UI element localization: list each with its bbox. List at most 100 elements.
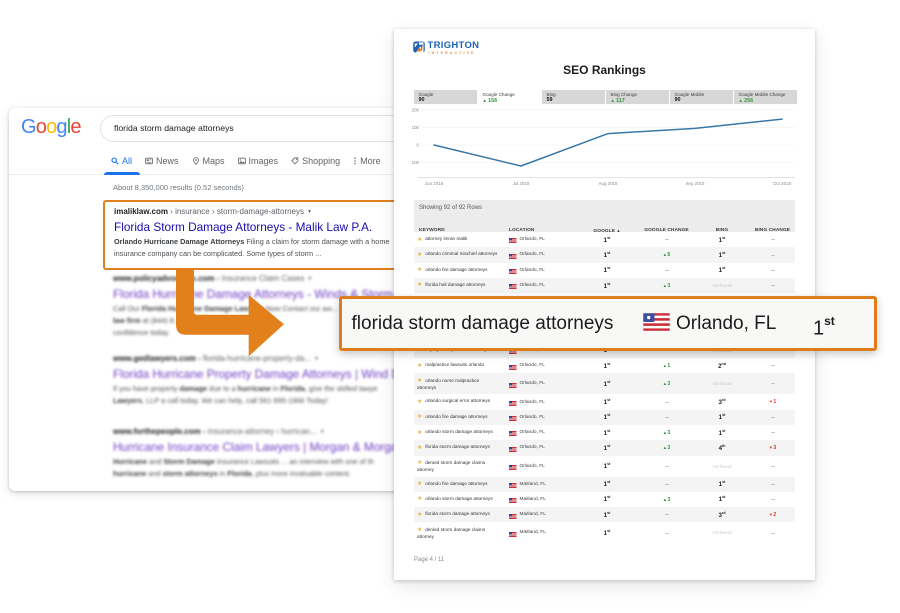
keyword-cell[interactable]: ★ orlando fire damage attorneys [414, 410, 509, 425]
table-body: ★ attorney imran malik Orlando, FL 1st 1st ★ o… [414, 232, 795, 543]
tab-shopping[interactable]: Shopping [291, 156, 340, 166]
us-flag-icon [509, 457, 517, 475]
star-icon[interactable]: ★ [417, 460, 423, 467]
breadcrumb-caret-icon[interactable]: ▼ [307, 208, 312, 215]
keyword-cell[interactable]: ★ florida storm damage attorneys [414, 507, 509, 522]
table-row: ★ denied storm damage claims attorney Mait… [414, 522, 795, 543]
star-icon[interactable]: ★ [417, 429, 423, 436]
star-icon[interactable]: ★ [417, 414, 423, 421]
tab-all[interactable]: All [111, 156, 132, 166]
change-value: ▲3 [662, 380, 671, 387]
keyword-cell[interactable]: ★ florida hail damage attorneys [414, 278, 509, 293]
keyword-cell[interactable]: ★ orlando storm damage attorneys [414, 492, 509, 507]
rank-cell: 1st [575, 507, 639, 522]
star-icon[interactable]: ★ [417, 236, 423, 243]
metric-google-mobile-change[interactable]: Google Mobile Change ▲ 256 [734, 90, 797, 104]
tabs-divider [9, 174, 435, 175]
keyword-cell[interactable]: ★ orlando criminal mischief attorneys [414, 247, 509, 262]
rank-value: 1st [603, 443, 611, 452]
breadcrumb-caret-icon[interactable]: ▼ [319, 428, 325, 435]
rank-value: 1st [603, 495, 611, 504]
snippet-bold-text: hurricane [237, 384, 271, 394]
star-icon[interactable]: ★ [417, 511, 423, 518]
ordinal-suffix: st [722, 495, 726, 500]
keyword-text: orlando fire damage attorneys [425, 266, 488, 272]
tab-more[interactable]: More [353, 156, 381, 166]
rank-callout: florida storm damage attorneys Orlando, … [339, 296, 877, 351]
breadcrumb-caret-icon[interactable]: ▼ [314, 355, 319, 362]
snippet-text: , LLP a call today. We can help, call 56… [142, 396, 328, 406]
tab-maps[interactable]: Maps [192, 156, 225, 166]
column-header-bing[interactable]: BING [715, 228, 729, 233]
result-title-link[interactable]: Hurricane Insurance Claim Lawyers | Morg… [113, 440, 404, 454]
rank-cell: not found [694, 522, 750, 543]
table-row: ★ florida storm damage attorneys Maitland,… [414, 507, 795, 523]
star-icon[interactable]: ★ [417, 378, 423, 385]
metric-google-change[interactable]: Google Change ▲ 156 [478, 90, 541, 104]
google-logo[interactable]: Google [21, 117, 82, 138]
keyword-cell[interactable]: ★ orlando fire damage attorneys [414, 263, 509, 278]
star-icon[interactable]: ★ [417, 267, 423, 274]
column-header-location[interactable]: LOCATION [509, 228, 535, 233]
search-input[interactable]: florida storm damage attorneys [114, 123, 234, 133]
x-tick-label: Oct 2018 [773, 181, 791, 186]
breadcrumb-caret-icon[interactable]: ▼ [307, 275, 313, 282]
no-change-dash [770, 365, 775, 367]
metric-google-mobile[interactable]: Google Mobile 90 [670, 90, 733, 104]
keyword-cell[interactable]: ★ orlando storm damage attorneys [414, 425, 509, 440]
change-arrow-icon: ▲ [662, 251, 667, 257]
ordinal-suffix: st [607, 361, 611, 366]
table-row-count: Showing 92 of 92 Rows [419, 205, 483, 211]
star-icon[interactable]: ★ [417, 282, 423, 289]
no-change-dash [664, 483, 669, 485]
star-icon[interactable]: ★ [417, 527, 423, 534]
rank-cell: not found [694, 373, 750, 394]
tab-images[interactable]: Images [237, 156, 278, 166]
keyword-cell[interactable]: ★ denied storm damage claims attorney [414, 522, 509, 543]
location-cell: Orlando, FL [509, 263, 575, 278]
column-header-google-change[interactable]: GOOGLE CHANGE [644, 228, 689, 233]
ordinal-suffix: st [607, 495, 611, 500]
keyword-cell[interactable]: ★ orlando fire damage attorneys [414, 477, 509, 492]
keyword-cell[interactable]: ★ malpractice lawsuits orlando [414, 358, 509, 373]
search-bar[interactable]: florida storm damage attorneys [100, 115, 440, 142]
column-header-bing-change[interactable]: BING CHANGE [754, 228, 791, 233]
rank-cell [750, 373, 795, 394]
us-flag-icon [509, 246, 517, 264]
metric-bing-change[interactable]: Bing Change ▲ 117 [606, 90, 669, 104]
star-icon[interactable]: ★ [417, 398, 423, 405]
no-change-dash [770, 254, 775, 256]
result-title-link[interactable]: Florida Storm Damage Attorneys - Malik L… [114, 220, 373, 234]
result-snippet-line: Orlando Hurricane Damage Attorneys Filin… [114, 236, 442, 248]
keyword-cell[interactable]: ★ orlando nurse malpractice attorneys [414, 373, 509, 394]
metric-google[interactable]: Google 90 [414, 90, 477, 104]
result-title-link[interactable]: Florida Hurricane Property Damage Attorn… [113, 367, 407, 382]
not-found-label: not found [712, 530, 732, 536]
rank-cell: ▲5 [639, 247, 694, 262]
tab-news[interactable]: News [145, 156, 179, 166]
snippet-bold-text: hurricane [113, 469, 147, 479]
keyword-cell[interactable]: ★ florida storm damage attorneys [414, 440, 509, 455]
us-flag-icon [509, 439, 517, 457]
star-icon[interactable]: ★ [417, 362, 423, 369]
snippet-bold-text: Orlando Hurricane Damage Attorneys [114, 237, 245, 246]
rank-value: 1st [718, 235, 726, 244]
table-row: ★ orlando fire damage attorneys Orlando, F… [414, 409, 795, 425]
column-header-keyword[interactable]: KEYWORD [419, 228, 445, 233]
keyword-cell[interactable]: ★ orlando surgical error attorneys [414, 394, 509, 409]
breadcrumb-path: › Insurance Claim Cases [214, 273, 305, 283]
keyword-cell[interactable]: ★ denied storm damage claims attorney [414, 456, 509, 477]
us-flag-icon [509, 261, 517, 279]
star-icon[interactable]: ★ [417, 444, 423, 451]
us-flag-icon [509, 393, 517, 411]
column-header-google[interactable]: GOOGLE ▲ [593, 228, 621, 234]
star-icon[interactable]: ★ [417, 251, 423, 258]
keyword-cell[interactable]: ★ attorney imran malik [414, 232, 509, 247]
metric-bing[interactable]: Bing 59 [542, 90, 605, 104]
rank-cell: not found [694, 456, 750, 477]
result-snippet-line: confidence today. [113, 327, 414, 339]
location-cell: Maitland, FL [509, 477, 575, 492]
metric-label: Google Mobile [674, 91, 705, 97]
star-icon[interactable]: ★ [417, 481, 423, 488]
star-icon[interactable]: ★ [417, 496, 423, 503]
